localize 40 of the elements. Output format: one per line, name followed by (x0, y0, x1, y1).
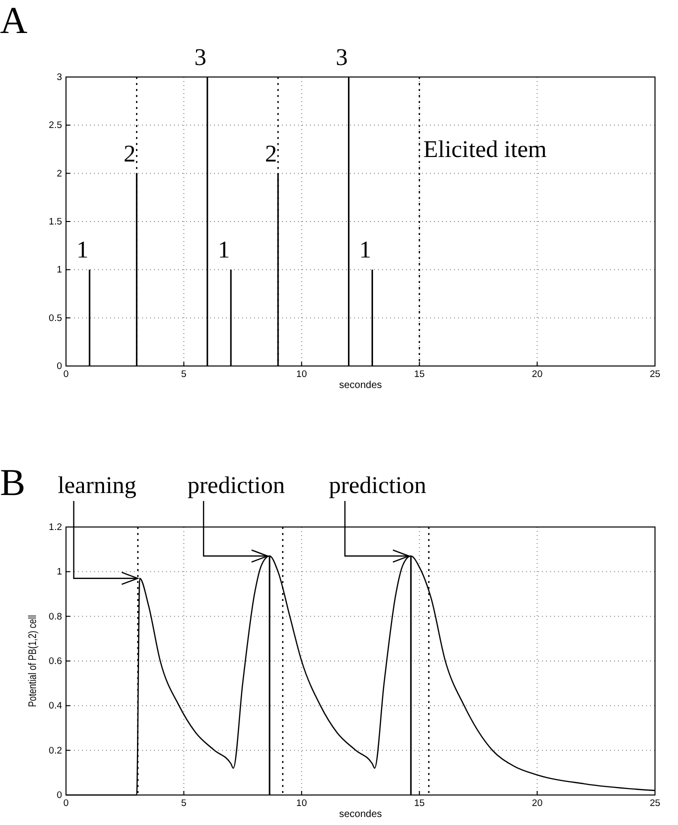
x-axis-title: secondes (339, 380, 382, 391)
chart-title: A (0, 0, 28, 42)
y-tick-label: 0.8 (48, 611, 62, 622)
x-axis-title: secondes (339, 809, 382, 820)
y-axis-title: Potential of PB(1,2) cell (27, 615, 40, 707)
x-tick-label: 15 (414, 369, 425, 380)
x-tick-label: 10 (296, 798, 307, 809)
annotation: prediction (328, 473, 426, 499)
annotation: prediction (188, 473, 285, 499)
x-tick-label: 25 (650, 798, 660, 809)
y-tick-label: 0.5 (48, 312, 62, 324)
y-tick-label: 1.2 (48, 522, 62, 533)
y-tick-label: 3 (56, 72, 62, 83)
y-tick-label: 2.5 (48, 120, 62, 132)
y-tick-label: 0.4 (48, 700, 62, 712)
x-tick-label: 20 (532, 369, 542, 380)
y-tick-label: 1 (56, 264, 62, 276)
x-tick-label: 25 (650, 369, 660, 380)
y-tick-label: 0 (56, 361, 62, 372)
data-label: 2 (124, 141, 136, 168)
x-tick-label: 5 (181, 369, 186, 380)
x-tick-label: 15 (414, 798, 425, 809)
data-label: 1 (218, 238, 230, 264)
data-label: 3 (194, 45, 206, 71)
y-tick-label: 1.5 (48, 216, 62, 228)
y-tick-label: 0.2 (48, 745, 62, 756)
data-label: 1 (76, 238, 89, 264)
y-tick-label: 1 (56, 566, 62, 578)
y-tick-label: 2 (56, 168, 62, 180)
data-label: 3 (336, 45, 348, 71)
x-tick-label: 5 (181, 798, 186, 809)
data-label: 1 (359, 238, 372, 264)
x-tick-label: 20 (532, 798, 542, 809)
chart-title: B (0, 462, 26, 504)
y-tick-label: 0.6 (48, 656, 62, 667)
y-tick-label: 0 (56, 790, 62, 801)
ref-line-label: Elicited item (423, 137, 548, 163)
x-tick-label: 10 (296, 369, 307, 380)
data-label: 2 (265, 141, 278, 168)
annotation: learning (58, 473, 136, 499)
